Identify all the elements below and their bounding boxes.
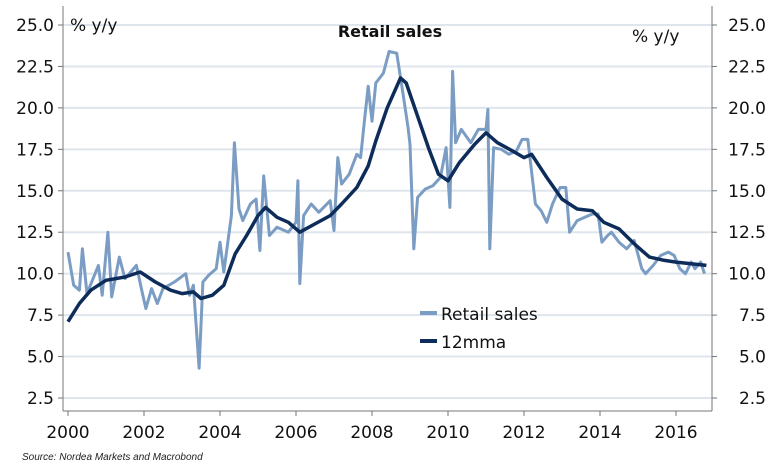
legend-label-12mma: 12mma: [441, 333, 506, 353]
x-tick-label: 2006: [274, 423, 317, 443]
x-tick-label: 2002: [122, 423, 165, 443]
y-tick-label-left: 7.5: [27, 306, 54, 326]
gridlines: [63, 24, 712, 399]
retail-sales-line: [66, 50, 706, 370]
x-tick-label: 2000: [46, 423, 89, 443]
legend-label-retail-sales: Retail sales: [441, 305, 538, 325]
source-note: Source: Nordea Markets and Macrobond: [22, 452, 203, 463]
y-tick-label-right: 2.5: [739, 389, 766, 409]
y-tick-label-left: 5.0: [27, 348, 54, 368]
y-tick-label-right: 12.5: [728, 223, 766, 243]
legend: Retail sales 12mma: [420, 305, 538, 353]
y-tick-label-left: 10.0: [16, 265, 54, 285]
x-tick-labels: 2000 2002 2004 2006 2008 2010 2012 2014 2016: [46, 411, 698, 443]
x-tick-label: 2004: [198, 423, 241, 443]
y-tick-label-right: 25.0: [728, 16, 766, 36]
chart-title: Retail sales: [338, 22, 442, 41]
x-tick-label: 2016: [654, 423, 697, 443]
y-tick-label-left: 25.0: [16, 16, 54, 36]
12mma-line: [66, 76, 707, 323]
y-tick-label-left: 2.5: [27, 389, 54, 409]
y-tick-labels: 2.5 2.5 5.0 5.0 7.5 7.5 10.0 10.0 12.5 12.5 15.0 15…: [16, 16, 766, 409]
y-tick-label-right: 5.0: [739, 348, 766, 368]
y-tick-label-right: 15.0: [728, 182, 766, 202]
y-tick-label-right: 22.5: [728, 57, 766, 77]
series-lines: [66, 50, 707, 370]
left-y-label: % y/y: [70, 16, 117, 36]
x-tick-label: 2014: [578, 423, 621, 443]
y-tick-label-left: 12.5: [16, 223, 54, 243]
y-tick-label-left: 15.0: [16, 182, 54, 202]
x-tick-label: 2012: [502, 423, 545, 443]
y-tick-label-left: 22.5: [16, 57, 54, 77]
y-tick-label-right: 7.5: [739, 306, 766, 326]
x-tick-label: 2008: [350, 423, 393, 443]
y-tick-label-right: 17.5: [728, 140, 766, 160]
y-tick-label-right: 20.0: [728, 99, 766, 119]
x-tick-label: 2010: [426, 423, 469, 443]
y-tick-label-left: 17.5: [16, 140, 54, 160]
right-y-label: % y/y: [632, 27, 679, 47]
y-tick-label-right: 10.0: [728, 265, 766, 285]
y-tick-label-left: 20.0: [16, 99, 54, 119]
